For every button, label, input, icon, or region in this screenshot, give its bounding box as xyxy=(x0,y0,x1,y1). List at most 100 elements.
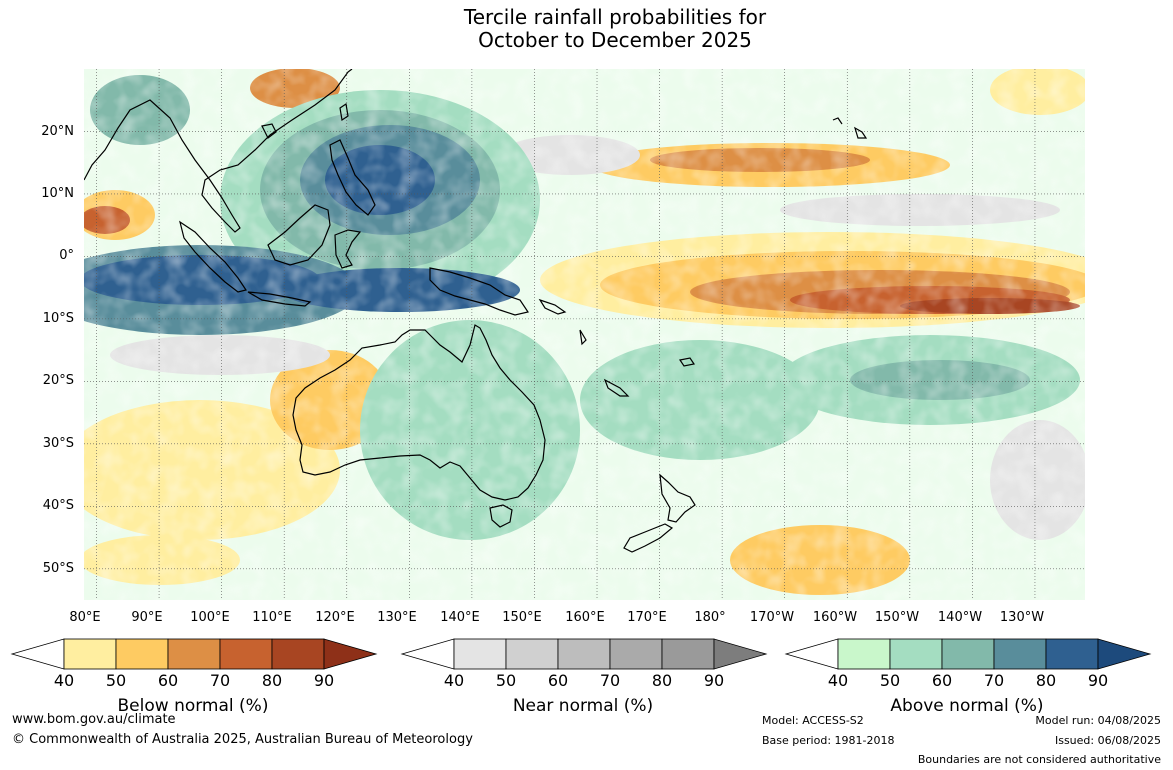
colorbar-swatch xyxy=(505,638,559,670)
colorbar-tick: 90 xyxy=(703,671,725,690)
colorbar-tick: 80 xyxy=(651,671,673,690)
lon-label: 90°E xyxy=(131,610,163,625)
colorbar-low-triangle xyxy=(400,638,455,670)
colorbar-swatch xyxy=(609,638,663,670)
colorbar-swatch xyxy=(219,638,273,670)
colorbar-tick: 40 xyxy=(443,671,465,690)
colorbar-swatch xyxy=(63,638,117,670)
hawaii-coastline xyxy=(832,117,868,139)
colorbar-swatch xyxy=(993,638,1047,670)
colorbar-swatch xyxy=(889,638,943,670)
colorbar-swatch xyxy=(167,638,221,670)
colorbar-tick: 50 xyxy=(495,671,517,690)
website-text: www.bom.gov.au/climate xyxy=(12,712,176,727)
colorbar-tick: 90 xyxy=(313,671,335,690)
colorbar-tick: 80 xyxy=(1035,671,1057,690)
solomon-islands-coastline xyxy=(538,298,567,315)
lon-label: 130°E xyxy=(377,610,417,625)
colorbar-tick: 70 xyxy=(983,671,1005,690)
near-normal-title: Near normal (%) xyxy=(512,696,654,716)
java-coastline xyxy=(247,291,312,307)
lat-label: 40°S xyxy=(42,498,74,513)
field-texture xyxy=(84,69,1085,600)
colorbar-swatch xyxy=(557,638,611,670)
colorbar-swatch xyxy=(661,638,715,670)
colorbar-tick: 60 xyxy=(931,671,953,690)
borneo-coastline xyxy=(267,204,331,266)
colorbar-tick: 40 xyxy=(53,671,75,690)
colorbar-tick: 80 xyxy=(261,671,283,690)
philippines-coastline xyxy=(329,139,376,216)
fiji-coastline xyxy=(679,357,695,367)
lat-label: 20°N xyxy=(41,124,74,139)
lon-label: 140°E xyxy=(440,610,480,625)
issued-text: Issued: 06/08/2025 xyxy=(1054,734,1161,747)
lon-label: 160°E xyxy=(565,610,605,625)
sumatra-coastline xyxy=(179,220,247,293)
colorbar-swatch xyxy=(837,638,891,670)
base-period-text: Base period: 1981-2018 xyxy=(762,734,895,747)
below-normal-title: Below normal (%) xyxy=(117,696,269,716)
near-normal-colorbar xyxy=(400,638,768,670)
lon-label: 170°W xyxy=(749,610,795,625)
colorbar-low-triangle xyxy=(10,638,65,670)
sulawesi-coastline xyxy=(334,229,362,269)
lon-label: 160°W xyxy=(812,610,858,625)
lat-label: 50°S xyxy=(42,561,74,576)
lon-label: 140°W xyxy=(937,610,983,625)
colorbar-swatch xyxy=(115,638,169,670)
colorbar-swatch xyxy=(1045,638,1099,670)
copyright-text: © Commonwealth of Australia 2025, Austra… xyxy=(12,732,473,747)
new-zealand-north-coastline xyxy=(659,473,696,523)
lon-label: 110°E xyxy=(252,610,292,625)
colorbar-tick: 50 xyxy=(105,671,127,690)
model-text: Model: ACCESS-S2 xyxy=(762,714,864,727)
lon-label: 80°E xyxy=(69,610,101,625)
colorbar-high-triangle xyxy=(1097,638,1152,670)
new-guinea-coastline xyxy=(429,267,529,316)
colorbar-tick: 40 xyxy=(827,671,849,690)
colorbar-high-triangle xyxy=(323,638,378,670)
taiwan-coastline xyxy=(339,102,349,122)
graticule xyxy=(84,69,1085,600)
lon-label: 150°E xyxy=(502,610,542,625)
colorbar-swatch xyxy=(271,638,325,670)
vanuatu-coastline xyxy=(579,329,587,346)
lon-label: 120°E xyxy=(315,610,355,625)
colorbar-tick: 70 xyxy=(209,671,231,690)
colorbar-tick: 60 xyxy=(157,671,179,690)
below-normal-colorbar xyxy=(10,638,378,670)
above-normal-colorbar xyxy=(784,638,1152,670)
lon-label: 100°E xyxy=(190,610,230,625)
lon-label: 180° xyxy=(694,610,726,625)
new-zealand-south-coastline xyxy=(623,523,674,553)
colorbar-tick: 60 xyxy=(547,671,569,690)
asia-mainland-coastline xyxy=(84,69,353,233)
above-normal-title: Above normal (%) xyxy=(890,696,1044,716)
colorbar-swatch xyxy=(453,638,507,670)
lat-label: 10°S xyxy=(42,311,74,326)
colorbar-low-triangle xyxy=(784,638,839,670)
colorbar-high-triangle xyxy=(713,638,768,670)
model-run-text: Model run: 04/08/2025 xyxy=(1035,714,1161,727)
disclaimer-text: Boundaries are not considered authoritat… xyxy=(917,753,1161,766)
lat-label: 10°N xyxy=(41,186,74,201)
lat-label: 30°S xyxy=(42,436,74,451)
lat-label: 20°S xyxy=(42,373,74,388)
map-title-line2: October to December 2025 xyxy=(478,28,752,52)
colorbar-tick: 50 xyxy=(879,671,901,690)
hainan-coastline xyxy=(261,123,277,139)
lat-label: 0° xyxy=(59,248,74,263)
colorbar-tick: 70 xyxy=(599,671,621,690)
colorbar-tick: 90 xyxy=(1087,671,1109,690)
australia-coastline xyxy=(292,324,546,501)
lon-label: 170°E xyxy=(627,610,667,625)
lon-label: 150°W xyxy=(874,610,920,625)
lon-label: 130°W xyxy=(999,610,1045,625)
new-caledonia-coastline xyxy=(603,378,630,397)
map-title-line1: Tercile rainfall probabilities for xyxy=(463,5,767,29)
coastlines xyxy=(84,69,868,553)
tasmania-coastline xyxy=(489,504,513,528)
colorbar-swatch xyxy=(941,638,995,670)
